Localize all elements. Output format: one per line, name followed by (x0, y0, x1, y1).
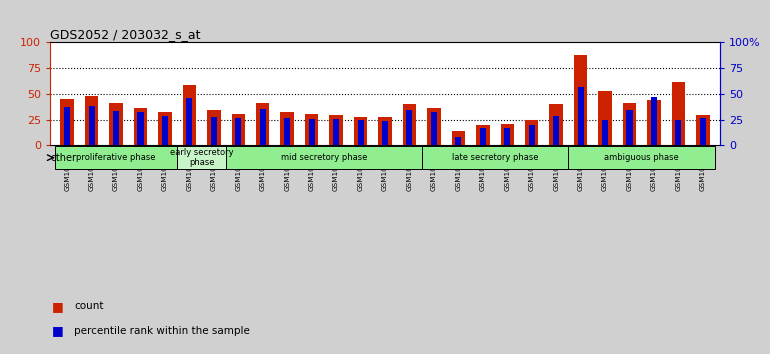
Bar (60, 99, 74, 145)
Text: early secretory
phase: early secretory phase (170, 148, 233, 167)
Bar (162, 115, 168, 145)
Bar (159, 113, 172, 145)
Bar (553, 115, 559, 145)
Bar (578, 87, 584, 145)
Text: ■: ■ (52, 325, 64, 337)
Bar (134, 108, 147, 145)
Bar (574, 55, 588, 145)
Bar (525, 120, 538, 145)
Bar (598, 91, 611, 145)
Bar (330, 115, 343, 145)
Bar (623, 103, 636, 145)
Bar (504, 128, 511, 145)
Bar (550, 104, 563, 145)
Text: other: other (50, 153, 76, 163)
Bar (431, 113, 437, 145)
Bar (207, 110, 220, 145)
Bar (602, 120, 608, 145)
Bar (500, 124, 514, 145)
Bar (305, 114, 318, 145)
Bar (476, 125, 490, 145)
Bar (113, 112, 119, 145)
Bar (675, 120, 681, 145)
Bar (407, 110, 413, 145)
Text: GDS2052 / 203032_s_at: GDS2052 / 203032_s_at (50, 28, 200, 41)
Bar (182, 85, 196, 145)
FancyBboxPatch shape (55, 146, 177, 169)
Bar (309, 119, 315, 145)
Bar (651, 97, 657, 145)
Bar (85, 96, 99, 145)
Bar (89, 106, 95, 145)
Bar (280, 113, 294, 145)
Bar (382, 121, 388, 145)
Bar (700, 118, 706, 145)
FancyBboxPatch shape (177, 146, 226, 169)
FancyBboxPatch shape (422, 146, 568, 169)
Text: percentile rank within the sample: percentile rank within the sample (74, 326, 249, 336)
Text: proliferative phase: proliferative phase (76, 153, 156, 162)
Bar (284, 118, 290, 145)
Bar (138, 113, 143, 145)
FancyBboxPatch shape (226, 146, 422, 169)
Bar (480, 128, 486, 145)
Text: count: count (74, 301, 103, 311)
Bar (333, 119, 339, 145)
Bar (259, 109, 266, 145)
Bar (648, 100, 661, 145)
Bar (236, 118, 241, 145)
Bar (427, 108, 440, 145)
FancyBboxPatch shape (568, 146, 715, 169)
Bar (627, 110, 632, 145)
Bar (452, 131, 465, 145)
Bar (403, 104, 416, 145)
Bar (529, 125, 534, 145)
Bar (357, 120, 363, 145)
Text: mid secretory phase: mid secretory phase (281, 153, 367, 162)
Bar (109, 103, 122, 145)
Bar (671, 81, 685, 145)
Text: ambiguous phase: ambiguous phase (604, 153, 679, 162)
Bar (378, 116, 392, 145)
Bar (232, 114, 245, 145)
Text: late secretory phase: late secretory phase (452, 153, 538, 162)
Bar (64, 107, 70, 145)
Bar (256, 103, 270, 145)
Bar (354, 116, 367, 145)
Bar (211, 116, 217, 145)
Bar (455, 137, 461, 145)
Bar (696, 115, 710, 145)
Text: ■: ■ (52, 300, 64, 313)
Bar (186, 98, 192, 145)
